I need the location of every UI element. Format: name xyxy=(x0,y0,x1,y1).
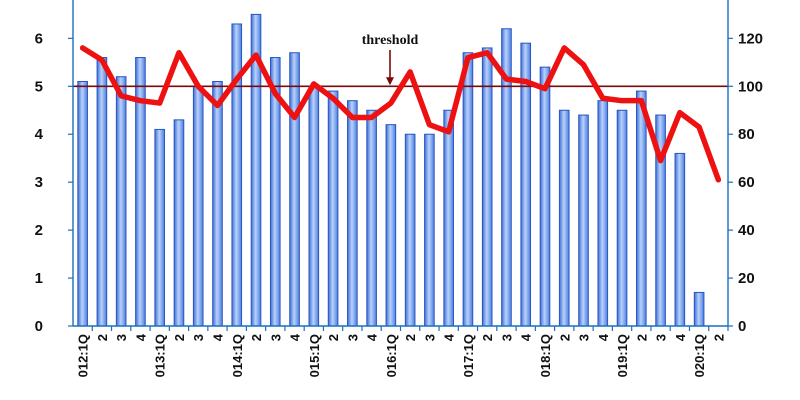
x-tick-label: 4 xyxy=(596,333,611,341)
bar xyxy=(597,100,609,327)
x-tick-label: 015:1Q xyxy=(307,334,322,377)
x-tick-label: 2 xyxy=(711,334,726,341)
x-tick-label: 4 xyxy=(519,333,534,341)
x-tick-label: 3 xyxy=(499,334,514,341)
x-tick-label: 4 xyxy=(133,333,148,341)
x-tick-label: 013:1Q xyxy=(153,334,168,377)
x-tick-label: 2 xyxy=(326,334,341,341)
bar xyxy=(347,100,358,327)
y-right-tick-label: 80 xyxy=(738,126,755,143)
bar xyxy=(693,291,705,327)
bar xyxy=(231,23,243,327)
bar xyxy=(578,114,589,327)
bar xyxy=(308,85,320,327)
x-tick-label: 4 xyxy=(673,333,688,341)
y-left-tick-label: 2 xyxy=(35,222,43,239)
x-tick-label: 3 xyxy=(577,334,592,341)
x-tick-label: 2 xyxy=(172,334,187,341)
x-tick-label: 2 xyxy=(480,334,495,341)
x-tick-label: 3 xyxy=(422,334,437,341)
bar xyxy=(96,57,108,327)
x-tick-label: 020:1Q xyxy=(692,334,707,377)
x-tick-label: 012:1Q xyxy=(76,334,91,377)
y-right-tick-label: 0 xyxy=(738,318,746,335)
bar xyxy=(327,90,339,327)
x-tick-label: 2 xyxy=(557,334,572,341)
y-left-tick-label: 3 xyxy=(35,174,43,191)
bar xyxy=(635,90,647,327)
x-tick-label: 3 xyxy=(268,334,283,341)
bar xyxy=(192,85,204,327)
x-tick-label: 3 xyxy=(114,334,129,341)
y-right-tick-label: 20 xyxy=(738,270,755,287)
bar xyxy=(77,81,88,327)
y-right-tick-label: 40 xyxy=(738,222,755,239)
bar xyxy=(424,133,435,327)
x-tick-label: 4 xyxy=(442,333,457,341)
bar xyxy=(154,128,166,327)
y-left-tick-label: 4 xyxy=(35,126,44,143)
bar xyxy=(674,152,686,327)
y-right-tick-label: 100 xyxy=(738,78,763,95)
y-left-tick-label: 0 xyxy=(35,318,43,335)
bar xyxy=(462,52,474,327)
threshold-arrow-head xyxy=(386,77,394,86)
x-tick-label: 014:1Q xyxy=(230,334,245,377)
y-left-tick-label: 1 xyxy=(35,270,43,287)
x-tick-label: 017:1Q xyxy=(461,334,476,377)
bar xyxy=(289,52,300,327)
x-tick-label: 018:1Q xyxy=(538,334,553,377)
y-right-tick-label: 60 xyxy=(738,174,755,191)
bar xyxy=(616,109,628,327)
x-tick-label: 4 xyxy=(288,333,303,341)
x-tick-label: 3 xyxy=(191,334,206,341)
x-tick-label: 4 xyxy=(365,333,380,341)
line-series xyxy=(79,45,722,183)
bar xyxy=(212,81,223,327)
x-tick-label: 016:1Q xyxy=(384,334,399,377)
bar xyxy=(558,109,570,327)
bar xyxy=(404,133,416,327)
y-left-tick-label: 5 xyxy=(35,78,43,95)
bar xyxy=(539,66,551,327)
bar xyxy=(366,109,377,327)
x-tick-label: 3 xyxy=(345,334,360,341)
bar xyxy=(385,124,397,327)
bar xyxy=(481,47,493,327)
y-left-tick-label: 6 xyxy=(35,30,43,47)
x-tick-label: 4 xyxy=(210,333,225,341)
x-tick-label: 2 xyxy=(634,334,649,341)
bar xyxy=(115,76,127,327)
x-tick-label: 019:1Q xyxy=(615,334,630,377)
bar xyxy=(173,119,185,327)
bar xyxy=(443,109,454,327)
y-right-tick-label: 120 xyxy=(738,30,763,47)
threshold-label: threshold xyxy=(362,33,419,48)
x-tick-label: 2 xyxy=(95,334,110,341)
x-tick-label: 3 xyxy=(654,334,669,341)
x-tick-label: 2 xyxy=(403,334,418,341)
x-tick-label: 2 xyxy=(249,334,264,341)
